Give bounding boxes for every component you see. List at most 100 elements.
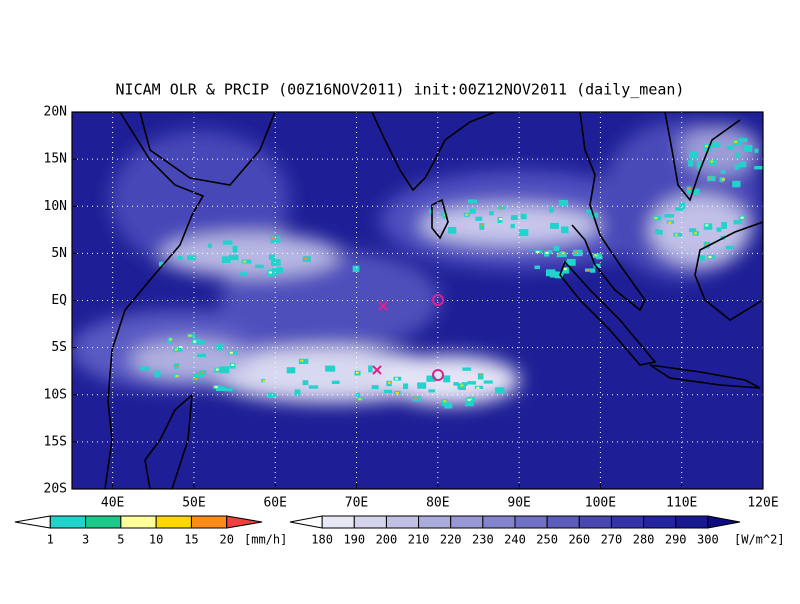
precip-cell xyxy=(563,261,573,265)
y-tick-label: 5S xyxy=(51,340,67,355)
precip-cell xyxy=(231,363,235,366)
map-field xyxy=(72,112,763,489)
precip-cell xyxy=(188,334,192,337)
precip-cell xyxy=(550,222,559,229)
precip-cell xyxy=(387,381,391,384)
x-tick-label: 60E xyxy=(263,496,286,511)
precip-cell xyxy=(558,253,562,256)
precip-cell xyxy=(458,383,466,391)
precip-cell xyxy=(228,350,238,355)
precip-cell xyxy=(272,268,277,272)
precip-cell xyxy=(734,164,740,170)
precip-cell xyxy=(674,233,678,236)
x-tick-label: 70E xyxy=(345,496,368,511)
colorbar-box xyxy=(610,515,645,529)
precip-cell xyxy=(355,371,359,374)
precip-cell xyxy=(477,373,484,380)
precip-cell xyxy=(443,400,447,403)
precip-cell xyxy=(711,142,721,148)
colorbar-label: 230 xyxy=(472,533,494,547)
precip-cell xyxy=(510,223,515,229)
precip-cell xyxy=(270,236,281,244)
precip-cell xyxy=(197,353,206,358)
precip-cell xyxy=(732,180,741,188)
precip-cell xyxy=(574,250,578,253)
x-tick-label: 80E xyxy=(426,496,449,511)
precip-cell xyxy=(545,252,549,255)
precip-cell xyxy=(167,337,173,344)
colorbar-box xyxy=(49,515,87,529)
precip-cell xyxy=(207,243,213,248)
colorbar-box xyxy=(190,515,228,529)
precip-cell xyxy=(271,259,281,266)
precip-cell xyxy=(562,267,569,274)
precip-cell xyxy=(552,271,560,277)
precip-cell xyxy=(262,380,266,383)
precip-cell xyxy=(255,264,264,269)
precip-cell xyxy=(586,269,590,272)
colorbar-box xyxy=(120,515,157,529)
colorbar-label: 290 xyxy=(665,533,687,547)
precip-cell xyxy=(679,202,686,209)
y-tick-label: 10S xyxy=(44,387,67,402)
colorbar-label: 1 xyxy=(47,533,54,547)
precip-cell xyxy=(561,252,565,255)
x-tick-label: 120E xyxy=(747,496,778,511)
precip-cell xyxy=(304,257,308,260)
precip-cell xyxy=(593,263,601,268)
precip-cell xyxy=(697,165,702,171)
precip-cell xyxy=(154,370,161,378)
precip-cell xyxy=(704,145,708,148)
colorbar-label: 300 xyxy=(697,533,719,547)
colorbar-label: 210 xyxy=(408,533,430,547)
precip-cell xyxy=(214,386,218,389)
precip-cell xyxy=(693,232,697,235)
colorbars: 1 3 5 10 15 20 [mm/h] 180 190 200 210 220 230 240 250 2… xyxy=(14,515,785,547)
colorbar-box xyxy=(546,515,580,529)
precip-cell xyxy=(586,209,593,213)
precip-cell xyxy=(705,242,709,245)
colorbar-label: 5 xyxy=(117,533,124,547)
precip-cell xyxy=(175,365,179,368)
x-tick-label: 40E xyxy=(101,496,124,511)
precip-cell xyxy=(462,367,472,371)
precip-cell xyxy=(274,267,284,274)
precip-cell xyxy=(738,161,747,168)
precip-cell xyxy=(688,159,694,167)
precip-cell xyxy=(465,213,469,216)
precip-cell xyxy=(499,206,503,209)
precip-cell xyxy=(510,215,518,220)
colorbar-label: 10 xyxy=(149,533,163,547)
precip-cell xyxy=(467,199,478,204)
precip-cell xyxy=(177,255,183,260)
colorbar-arrow xyxy=(289,515,323,529)
precip-cell xyxy=(368,365,373,373)
precip-cell xyxy=(754,165,763,170)
precip-cell xyxy=(243,260,247,263)
precip-cell xyxy=(219,366,230,374)
colorbar-box xyxy=(418,515,452,529)
colorbar-label: 3 xyxy=(82,533,89,547)
colorbar-box xyxy=(675,515,709,529)
precip-cell xyxy=(193,340,197,343)
x-tick-label: 100E xyxy=(585,496,616,511)
precip-cell xyxy=(590,268,596,273)
precip-cell xyxy=(187,255,197,261)
y-tick-label: 20N xyxy=(44,105,67,120)
precip-cell xyxy=(480,224,484,227)
colorbar-unit: [mm/h] xyxy=(244,533,287,547)
precip-cell xyxy=(721,178,725,181)
precip-cell xyxy=(267,270,274,277)
precip-cell xyxy=(545,269,556,277)
precip-cell xyxy=(395,391,399,394)
precip-cell xyxy=(467,381,477,385)
precip-cell xyxy=(201,371,205,374)
precip-cell xyxy=(554,274,562,279)
precip-cell xyxy=(703,144,712,151)
precip-cell xyxy=(733,220,742,225)
precip-cell xyxy=(159,261,165,267)
colorbar-box xyxy=(450,515,484,529)
precip-cell xyxy=(560,226,569,234)
colorbar-label: 270 xyxy=(601,533,623,547)
